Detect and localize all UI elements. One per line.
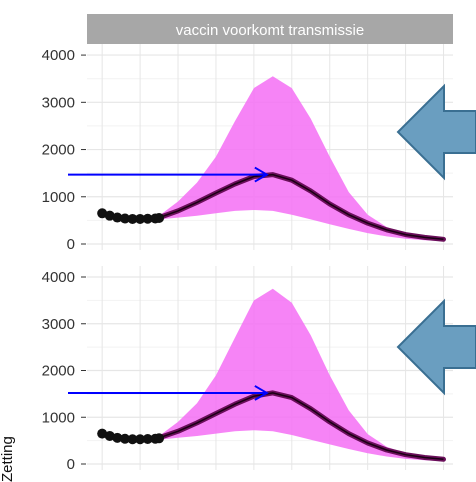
observed-point <box>135 213 146 224</box>
observed-point <box>154 213 165 224</box>
observed-point <box>127 434 138 445</box>
y-tick-label: 4000 <box>42 269 75 286</box>
y-tick-label: 3000 <box>42 94 75 111</box>
observed-point <box>112 432 123 443</box>
observed-point <box>127 213 138 224</box>
observed-point <box>104 210 115 221</box>
facet-strip <box>87 14 453 44</box>
observed-point <box>104 430 115 441</box>
prediction-band <box>159 288 444 462</box>
prediction-band <box>159 76 444 242</box>
y-tick-label: 4000 <box>42 47 75 64</box>
y-tick-label: 3000 <box>42 316 75 333</box>
observed-point <box>97 428 108 439</box>
plot-marks <box>68 288 476 462</box>
y-tick-label: 2000 <box>42 142 75 159</box>
annotation-arrow-head <box>254 166 269 183</box>
y-tick-label: 0 <box>67 456 75 473</box>
annotation-arrow-head <box>254 385 269 401</box>
block-arrow <box>396 83 476 181</box>
observed-point <box>154 433 165 444</box>
panel-top: 0 1000 2000 3000 4000 <box>42 44 476 253</box>
observed-point <box>135 434 146 445</box>
panel-bottom: 0 1000 2000 3000 4000 <box>42 266 476 473</box>
facet-title: vaccin voorkomt transmissie <box>176 22 364 39</box>
y-tick-label: 1000 <box>42 189 75 206</box>
median-line-core <box>158 392 444 461</box>
observed-point <box>119 213 130 224</box>
y-axis: 0 1000 2000 3000 4000 <box>42 47 86 253</box>
y-tick-label: 0 <box>67 236 75 253</box>
y-tick-label: 2000 <box>42 363 75 380</box>
observed-point <box>119 433 130 444</box>
observed-point <box>97 208 108 219</box>
observed-point <box>142 213 153 224</box>
plot-marks <box>68 76 476 242</box>
y-axis-label: Zetting <box>0 436 16 482</box>
observed-point <box>112 212 123 223</box>
median-line-core <box>158 173 444 241</box>
observed-point <box>142 433 153 444</box>
y-axis: 0 1000 2000 3000 4000 <box>42 269 86 473</box>
block-arrow <box>396 298 476 396</box>
y-tick-label: 1000 <box>42 409 75 426</box>
